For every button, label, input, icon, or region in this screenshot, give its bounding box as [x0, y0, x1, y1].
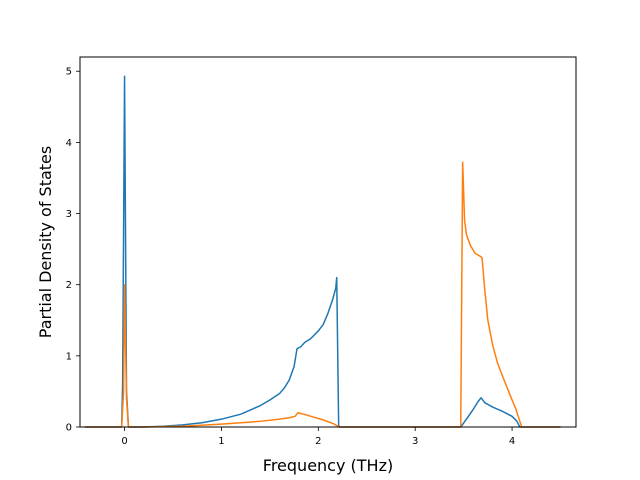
- x-tick-label: 2: [315, 436, 321, 447]
- x-tick-label: 1: [218, 436, 224, 447]
- y-tick-label: 2: [66, 280, 72, 291]
- x-tick-label: 3: [412, 436, 418, 447]
- x-tick-label: 0: [121, 436, 127, 447]
- plot-area: [80, 57, 576, 427]
- x-axis-label: Frequency (THz): [263, 456, 393, 475]
- y-tick-label: 5: [66, 67, 72, 78]
- x-tick-label: 4: [509, 436, 515, 447]
- y-tick-label: 4: [66, 138, 72, 149]
- y-tick-label: 0: [66, 423, 72, 434]
- y-tick-label: 1: [66, 351, 72, 362]
- y-axis-label: Partial Density of States: [36, 146, 55, 338]
- ticks-layer: 0 1 2 3 4 0 1 2 3 4 5: [66, 67, 516, 447]
- plot-frame: [79, 56, 577, 428]
- y-tick-label: 3: [66, 209, 72, 220]
